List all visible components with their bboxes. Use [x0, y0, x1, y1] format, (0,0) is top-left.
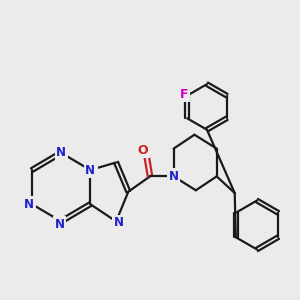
Text: N: N: [87, 161, 97, 174]
Text: N: N: [55, 218, 65, 231]
Text: N: N: [56, 146, 66, 159]
Text: N: N: [114, 216, 124, 229]
Text: N: N: [85, 164, 95, 176]
Text: O: O: [138, 143, 148, 157]
Text: N: N: [169, 170, 178, 183]
Text: F: F: [180, 88, 189, 101]
Text: N: N: [24, 198, 34, 211]
